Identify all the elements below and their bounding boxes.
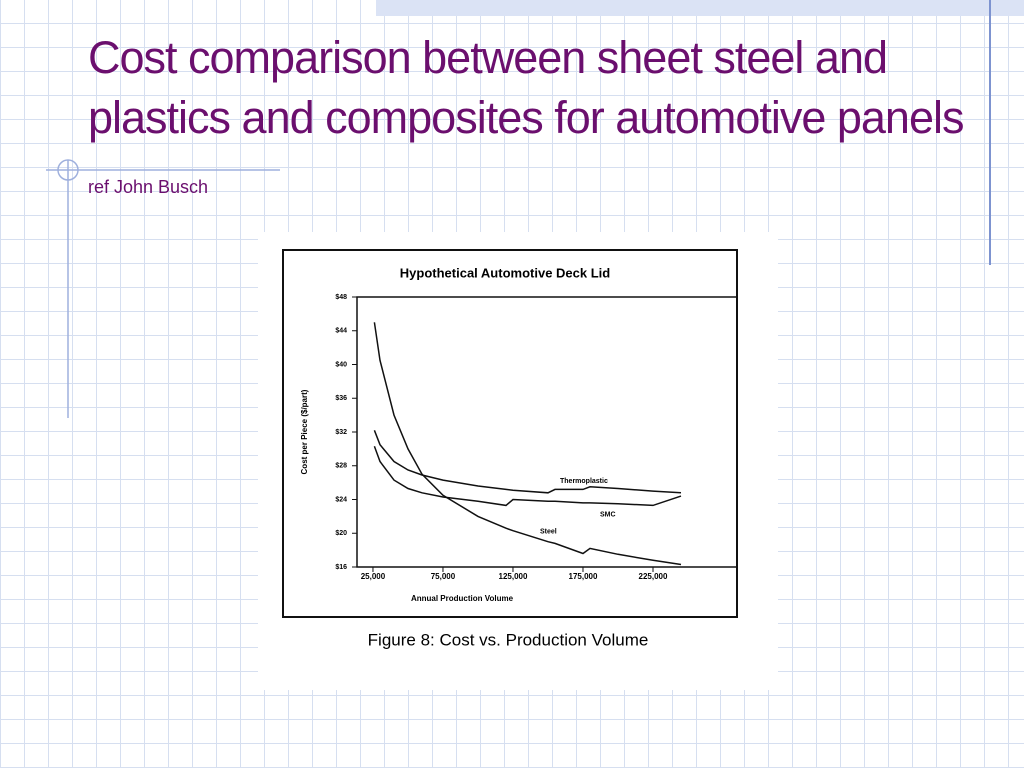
series-label: SMC: [600, 512, 616, 519]
y-tick-label: $32: [335, 429, 347, 436]
y-tick-label: $40: [335, 361, 347, 368]
series-line: [373, 430, 682, 494]
figure-caption: Figure 8: Cost vs. Production Volume: [368, 630, 649, 649]
reference: ref John Busch: [88, 177, 209, 197]
x-tick-label: 175,000: [569, 572, 598, 581]
slide-title: Cost comparison between sheet steel and …: [88, 28, 968, 217]
accent-circle: [57, 159, 79, 181]
x-tick-label: 75,000: [431, 572, 456, 581]
y-tick-label: $36: [335, 395, 347, 402]
y-tick-label: $16: [335, 564, 347, 571]
y-tick-label: $20: [335, 530, 347, 537]
series-line: [373, 322, 682, 566]
top-band: [376, 0, 1024, 16]
title-text: Cost comparison between sheet steel and …: [88, 32, 964, 143]
x-tick-label: 25,000: [361, 572, 386, 581]
y-axis-label: Cost per Piece ($/part): [300, 389, 309, 474]
series-label: Thermoplastic: [560, 478, 608, 485]
y-tick-label: $24: [335, 496, 347, 503]
x-axis-label: Annual Production Volume: [411, 594, 514, 603]
y-tick-label: $44: [335, 328, 347, 335]
series-label: Steel: [540, 529, 557, 536]
y-tick-label: $48: [335, 294, 347, 301]
x-tick-label: 125,000: [499, 572, 528, 581]
chart-title: Hypothetical Automotive Deck Lid: [400, 265, 610, 280]
figure-background: [258, 232, 778, 690]
series-line: [373, 446, 682, 507]
x-tick-label: 225,000: [639, 572, 668, 581]
y-tick-label: $28: [335, 463, 347, 470]
